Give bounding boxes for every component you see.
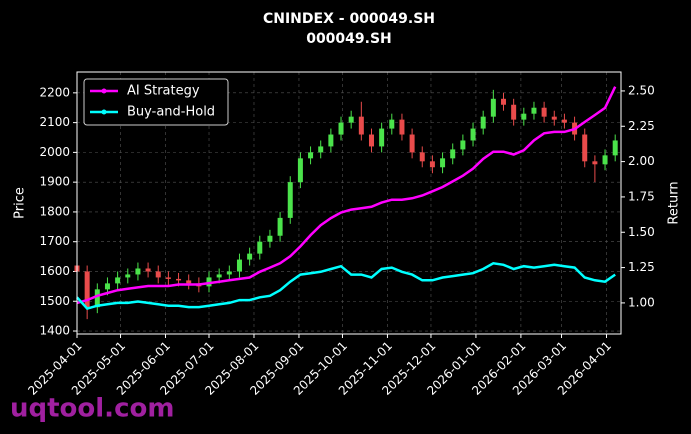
series-line [76,262,616,311]
candle-body [318,146,324,153]
candle-body [358,116,364,135]
legend-marker [101,88,107,94]
candle-body [297,158,303,183]
candle-body [368,134,374,147]
candle-body [582,134,588,162]
chart-title: CNINDEX - 000049.SH [263,11,435,27]
candle-body [247,253,253,260]
candle-body [115,277,121,284]
y2-tick-label: 1.25 [628,260,655,274]
candle-body [450,149,456,159]
candle-body [308,152,314,159]
y-tick-label: 1800 [39,204,70,218]
candle-body [94,289,100,308]
candle-body [612,140,618,156]
candle-body [135,268,141,275]
candle-body [338,122,344,135]
y2-tick-label: 2.50 [628,83,655,97]
candle-body [399,119,405,135]
legend-marker [101,109,107,115]
candle-body [379,128,385,147]
candle-body [236,259,242,272]
candle-body [186,280,192,284]
y-tick-label: 1900 [39,175,70,189]
candle-body [125,274,131,278]
y2-tick-label: 2.00 [628,154,655,168]
candle-body [511,104,517,120]
candle-body [84,271,90,308]
y2-tick-label: 1.75 [628,189,655,203]
candle-body [490,98,496,117]
candle-body [429,161,435,168]
candle-body [348,116,354,123]
y2-axis-label: Return [667,181,682,224]
candle-body [267,235,273,242]
candle-body [145,268,151,272]
candle-body [287,182,293,218]
candle-body [104,283,110,290]
y-axis-label: Price [13,187,28,219]
legend-box [83,78,229,126]
candle-body [531,107,537,114]
candle-body [328,134,334,147]
y-tick-label: 1400 [39,324,70,338]
candle-body [561,119,567,123]
candle-body [389,119,395,129]
candle-body [277,217,283,236]
legend-label: Buy-and-Hold [127,105,215,120]
candle-body [257,241,263,254]
candle-body [176,278,182,281]
candle-body [480,116,486,129]
candle-body [521,113,527,120]
candle-body [470,128,476,141]
candle-body [409,134,415,153]
y-tick-label: 2200 [39,85,70,99]
candle-body [602,155,608,165]
series-line [76,86,617,305]
candle-body [226,271,232,275]
candle-body [155,271,161,278]
candle-body [541,107,547,117]
candle-body [500,98,506,105]
candle-body [165,277,171,279]
y-tick-label: 1700 [39,234,70,248]
y-tick-label: 2100 [39,115,70,129]
y-tick-label: 1500 [39,294,70,308]
y2-tick-label: 2.25 [628,119,655,133]
candle-body [551,116,557,120]
y2-tick-label: 1.50 [628,225,655,239]
candle-body [419,152,425,162]
chart-subtitle: 000049.SH [306,31,392,47]
y2-tick-label: 1.00 [628,295,655,309]
y-tick-label: 2000 [39,145,70,159]
legend-label: AI Strategy [127,84,200,99]
y-tick-label: 1600 [39,264,70,278]
candle-body [592,161,598,165]
watermark: uqtool.com [10,394,174,424]
candle-body [460,140,466,150]
plot-frame [76,71,622,335]
candle-body [440,158,446,168]
candle-body [216,274,222,278]
